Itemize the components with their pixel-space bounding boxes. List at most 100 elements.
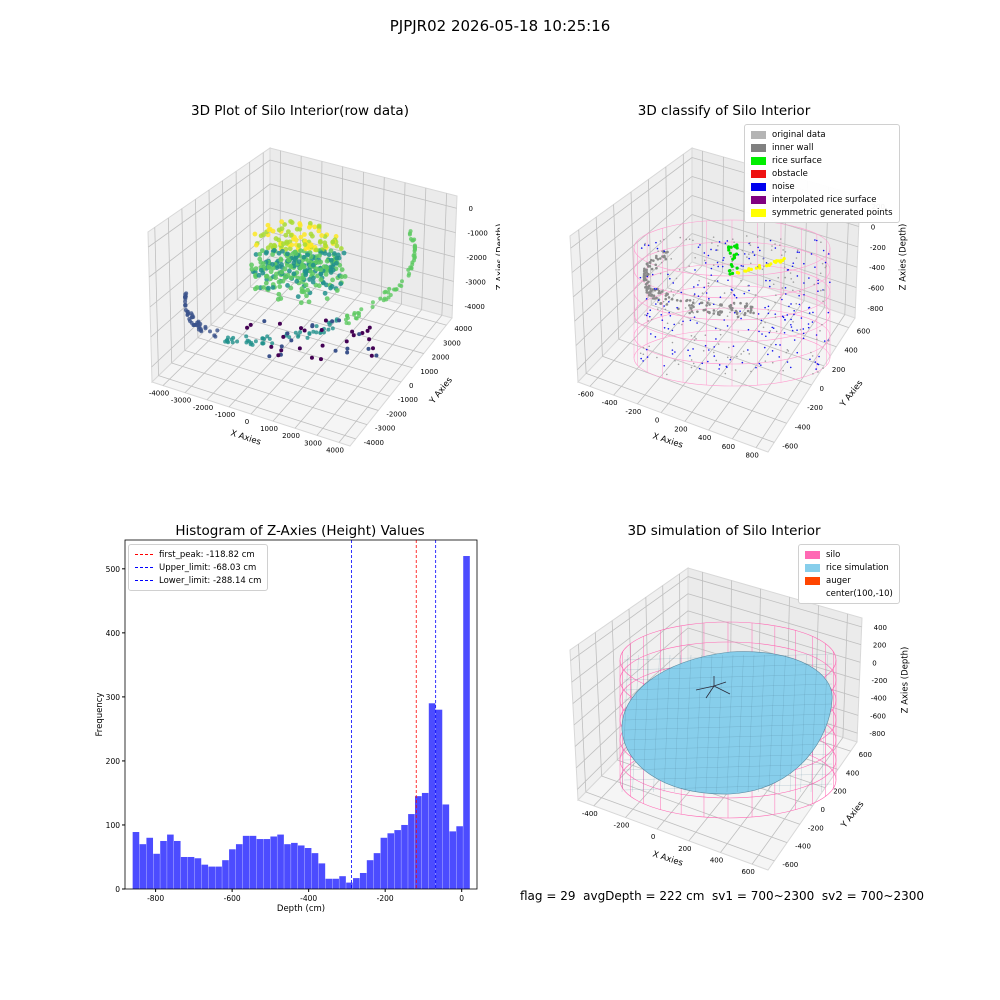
surface-grid-line (623, 663, 833, 671)
plot1-point (267, 354, 272, 359)
plot2-point (767, 312, 770, 315)
plot2-point (732, 269, 734, 271)
plot3-histogram: -800 -600 -400 -200 0 0 100 200 300 400 500 Depth (… (95, 539, 478, 914)
plot1-point (394, 287, 399, 292)
plot2-point (749, 308, 753, 312)
plot2-point (786, 361, 789, 363)
plot2-point (655, 241, 657, 244)
plot2-point (659, 302, 663, 305)
plot1-point (353, 316, 358, 321)
plot2-point (640, 357, 642, 360)
histogram-bar (373, 853, 381, 889)
plot1-point (366, 346, 371, 351)
plot1-point (284, 239, 290, 245)
plot1-point (302, 232, 307, 237)
plot4-auger (695, 676, 731, 699)
plot1-point (352, 310, 357, 315)
plot2-point (642, 278, 646, 281)
plot1-point (235, 339, 240, 344)
plot2-x-tick: -400 (602, 399, 618, 407)
plot1-point (305, 335, 310, 340)
plot2-point (748, 257, 750, 260)
plot1-point (411, 258, 416, 263)
plot2-z-tick: -200 (870, 244, 886, 252)
plot2-point (664, 257, 668, 261)
surface-grid-line (623, 713, 833, 721)
plot2-point (728, 268, 732, 273)
histogram-bar (132, 832, 140, 889)
legend-entry: center(100,-10) (805, 587, 893, 600)
plot2-point (661, 250, 663, 253)
plot1-point (370, 304, 375, 309)
plot2-point (822, 300, 824, 303)
plot4-legend: silo rice simulation auger center(100,-10) (798, 544, 900, 604)
plot2-point (816, 338, 818, 341)
plot1-point (326, 252, 332, 258)
plot2-point (681, 323, 683, 326)
plot2-point (664, 297, 668, 301)
plot2-point (762, 326, 765, 329)
plot1-point (253, 242, 259, 248)
plot2-point (649, 289, 653, 293)
plot2-point (665, 303, 669, 306)
plot2-point (669, 277, 671, 280)
plot2-point (819, 329, 821, 332)
plot1-x-tick: 1000 (260, 425, 278, 433)
plot2-point (732, 256, 737, 260)
plot2-point (650, 294, 654, 297)
plot4-x-tick: 200 (678, 845, 691, 853)
plot2-point (810, 351, 812, 354)
plot1-point (350, 329, 355, 334)
plot2-point (685, 298, 689, 302)
plot1-point (270, 285, 276, 290)
surface-grid-line (653, 654, 660, 793)
surface-grid-line (705, 654, 713, 793)
plot1-point (316, 283, 322, 289)
legend-label: symmetric generated points (772, 207, 893, 218)
plot1-y-tick: -4000 (364, 439, 384, 447)
auger-line (713, 685, 731, 695)
plot1-point (285, 283, 290, 288)
plot1-point (249, 262, 254, 268)
plot2-point (779, 344, 781, 346)
plot2-point (779, 296, 782, 299)
plot2-point (694, 269, 696, 271)
plot2-point (812, 311, 814, 314)
plot1-point (244, 340, 249, 345)
plot2-point (663, 364, 666, 367)
plot1-point (260, 261, 266, 267)
plot1-point (297, 346, 302, 351)
plot1-point (339, 274, 345, 280)
plot2-point (703, 252, 706, 254)
plot1-point (277, 321, 282, 326)
y-tick-label: 300 (106, 693, 121, 702)
histogram-bar (346, 882, 353, 889)
plot2-point (774, 243, 776, 245)
plot1-x-tick: -2000 (193, 404, 213, 412)
plot1-point (276, 353, 281, 358)
plot2-point (657, 301, 659, 303)
plot2-point (735, 266, 739, 270)
plot2-point (650, 267, 654, 271)
plot1-point (276, 279, 282, 285)
plot2-point (758, 330, 760, 333)
plot2-point (729, 358, 732, 361)
plot2-point (712, 312, 716, 315)
plot2-point (671, 329, 674, 332)
plot2-point (749, 241, 751, 244)
plot2-point (792, 281, 795, 283)
plot4-z-label: Z Axies (Depth) (901, 647, 911, 714)
plot2-point (718, 364, 721, 366)
plot2-point (729, 304, 733, 308)
plot2-point (795, 257, 798, 259)
plot2-point (771, 326, 774, 329)
plot2-point (824, 266, 827, 269)
plot1-point (279, 344, 284, 349)
plot2-point (736, 355, 738, 358)
plot1-point (248, 342, 253, 347)
plot1-point (407, 232, 412, 237)
status-footer: flag = 29 avgDepth = 222 cm sv1 = 700~23… (520, 889, 925, 903)
legend-entry: interpolated rice surface (751, 193, 893, 206)
plot1-point (408, 265, 413, 270)
plot1-point (288, 232, 294, 238)
